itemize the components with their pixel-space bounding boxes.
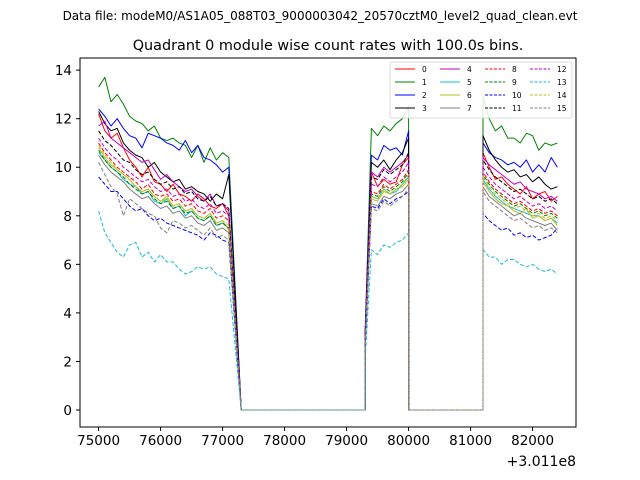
series-line-15 <box>98 162 558 411</box>
x-offset-label: +3.011e8 <box>507 454 576 470</box>
x-tick-label: 79000 <box>325 433 368 449</box>
x-tick-label: 80000 <box>387 433 430 449</box>
x-tick-label: 81000 <box>449 433 492 449</box>
chart-title: Quadrant 0 module wise count rates with … <box>133 38 524 54</box>
legend-label-5: 5 <box>467 78 472 87</box>
legend-label-7: 7 <box>467 104 472 113</box>
y-tick-label: 8 <box>63 209 72 225</box>
legend-label-8: 8 <box>512 65 517 74</box>
legend-label-14: 14 <box>557 91 567 100</box>
legend-box <box>389 61 573 119</box>
legend-label-0: 0 <box>422 65 427 74</box>
x-tick-label: 82000 <box>511 433 554 449</box>
x-tick-label: 75000 <box>77 433 120 449</box>
axes-frame <box>79 57 577 428</box>
legend-label-3: 3 <box>422 104 427 113</box>
x-tick-label: 77000 <box>201 433 244 449</box>
legend-label-12: 12 <box>557 65 567 74</box>
legend-label-6: 6 <box>467 91 472 100</box>
y-tick-label: 14 <box>55 63 72 79</box>
legend-label-2: 2 <box>422 91 427 100</box>
series-layer <box>98 76 558 411</box>
axes-layer: 75000 76000 77000 78000 79000 80000 81000 82000… <box>55 57 577 449</box>
legend-label-9: 9 <box>512 78 517 87</box>
y-tick-label: 10 <box>55 160 72 176</box>
y-tick-label: 6 <box>63 257 72 273</box>
y-tick-label: 12 <box>55 112 72 128</box>
x-tick-label: 76000 <box>139 433 182 449</box>
plot-background <box>80 58 576 427</box>
legend-label-10: 10 <box>512 91 522 100</box>
legend-label-4: 4 <box>467 65 472 74</box>
legend-label-15: 15 <box>557 104 567 113</box>
y-tick-label: 4 <box>63 306 72 322</box>
legend-label-11: 11 <box>512 104 522 113</box>
data-file-header: Data file: modeM0/AS1A05_088T03_90000030… <box>63 9 578 23</box>
legend-label-13: 13 <box>557 78 567 87</box>
legend-label-1: 1 <box>422 78 427 87</box>
y-tick-label: 0 <box>63 403 72 419</box>
x-tick-label: 78000 <box>263 433 306 449</box>
series-line-10 <box>98 176 558 411</box>
series-line-14 <box>98 145 558 411</box>
y-tick-label: 2 <box>63 354 72 370</box>
plot-area <box>80 58 576 427</box>
